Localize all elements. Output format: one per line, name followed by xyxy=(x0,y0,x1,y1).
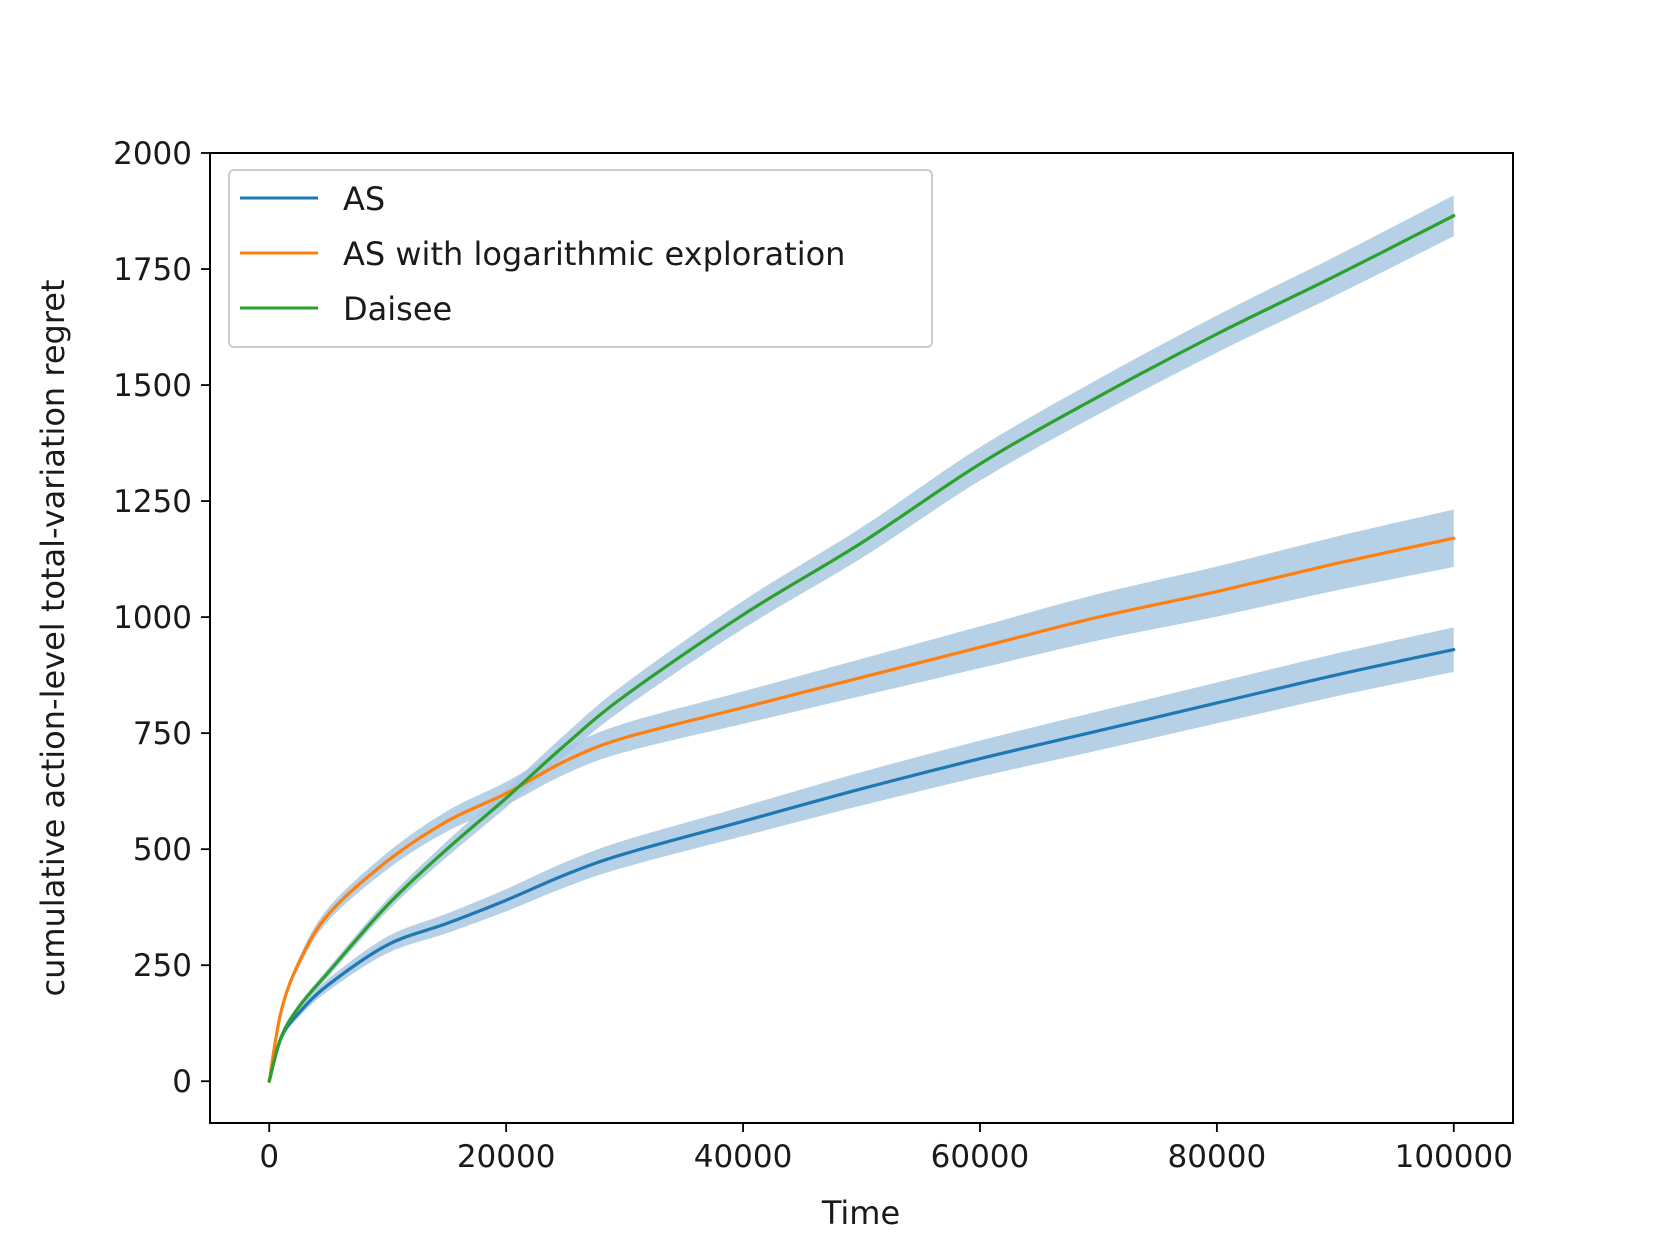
x-tick-label: 80000 xyxy=(1168,1139,1267,1175)
legend-label-as: AS xyxy=(343,180,385,218)
series-line-1 xyxy=(267,536,1456,1083)
y-tick-label: 1750 xyxy=(113,252,192,288)
x-tick-label: 60000 xyxy=(931,1139,1030,1175)
y-tick-label: 500 xyxy=(133,832,192,868)
y-tick-label: 2000 xyxy=(113,136,192,172)
y-tick-label: 1500 xyxy=(113,368,192,404)
x-tick-label: 40000 xyxy=(694,1139,793,1175)
series-line-2 xyxy=(267,214,1456,1083)
series-lines xyxy=(267,214,1456,1083)
legend-box xyxy=(228,169,933,348)
y-tick-label: 250 xyxy=(133,948,192,984)
plot-area-frame xyxy=(209,152,1514,1124)
confidence-band-2 xyxy=(269,195,1454,1082)
confidence-band-0 xyxy=(269,627,1454,1082)
y-tick-label: 1000 xyxy=(113,600,192,636)
y-axis-label: cumulative action-level total-variation … xyxy=(34,279,72,996)
legend-label-daisee: Daisee xyxy=(343,290,452,328)
y-axis: 0 250 500 750 1000 1250 1500 1750 2000 xyxy=(113,136,210,1100)
legend-label-as-log-exploration: AS with logarithmic exploration xyxy=(343,235,845,273)
confidence-bands xyxy=(269,195,1454,1082)
y-tick-label: 0 xyxy=(172,1064,192,1100)
y-tick-label: 750 xyxy=(133,716,192,752)
x-axis-label: Time xyxy=(821,1194,900,1232)
y-tick-label: 1250 xyxy=(113,484,192,520)
legend: AS AS with logarithmic exploration Daise… xyxy=(228,169,933,348)
x-tick-label: 20000 xyxy=(457,1139,556,1175)
x-tick-label: 0 xyxy=(259,1139,279,1175)
series-line-0 xyxy=(267,648,1456,1083)
x-axis: 0 20000 40000 60000 80000 100000 xyxy=(259,1123,1513,1175)
x-tick-label: 100000 xyxy=(1395,1139,1513,1175)
